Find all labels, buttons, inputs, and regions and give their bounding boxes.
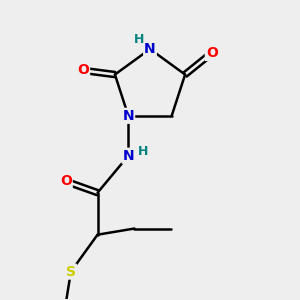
Text: H: H [134,33,144,46]
Text: N: N [122,149,134,163]
Text: O: O [206,46,218,60]
Text: S: S [66,265,76,279]
Text: O: O [60,174,72,188]
Text: N: N [122,109,134,123]
Text: O: O [77,63,89,77]
Text: H: H [137,145,148,158]
Text: N: N [144,42,156,56]
